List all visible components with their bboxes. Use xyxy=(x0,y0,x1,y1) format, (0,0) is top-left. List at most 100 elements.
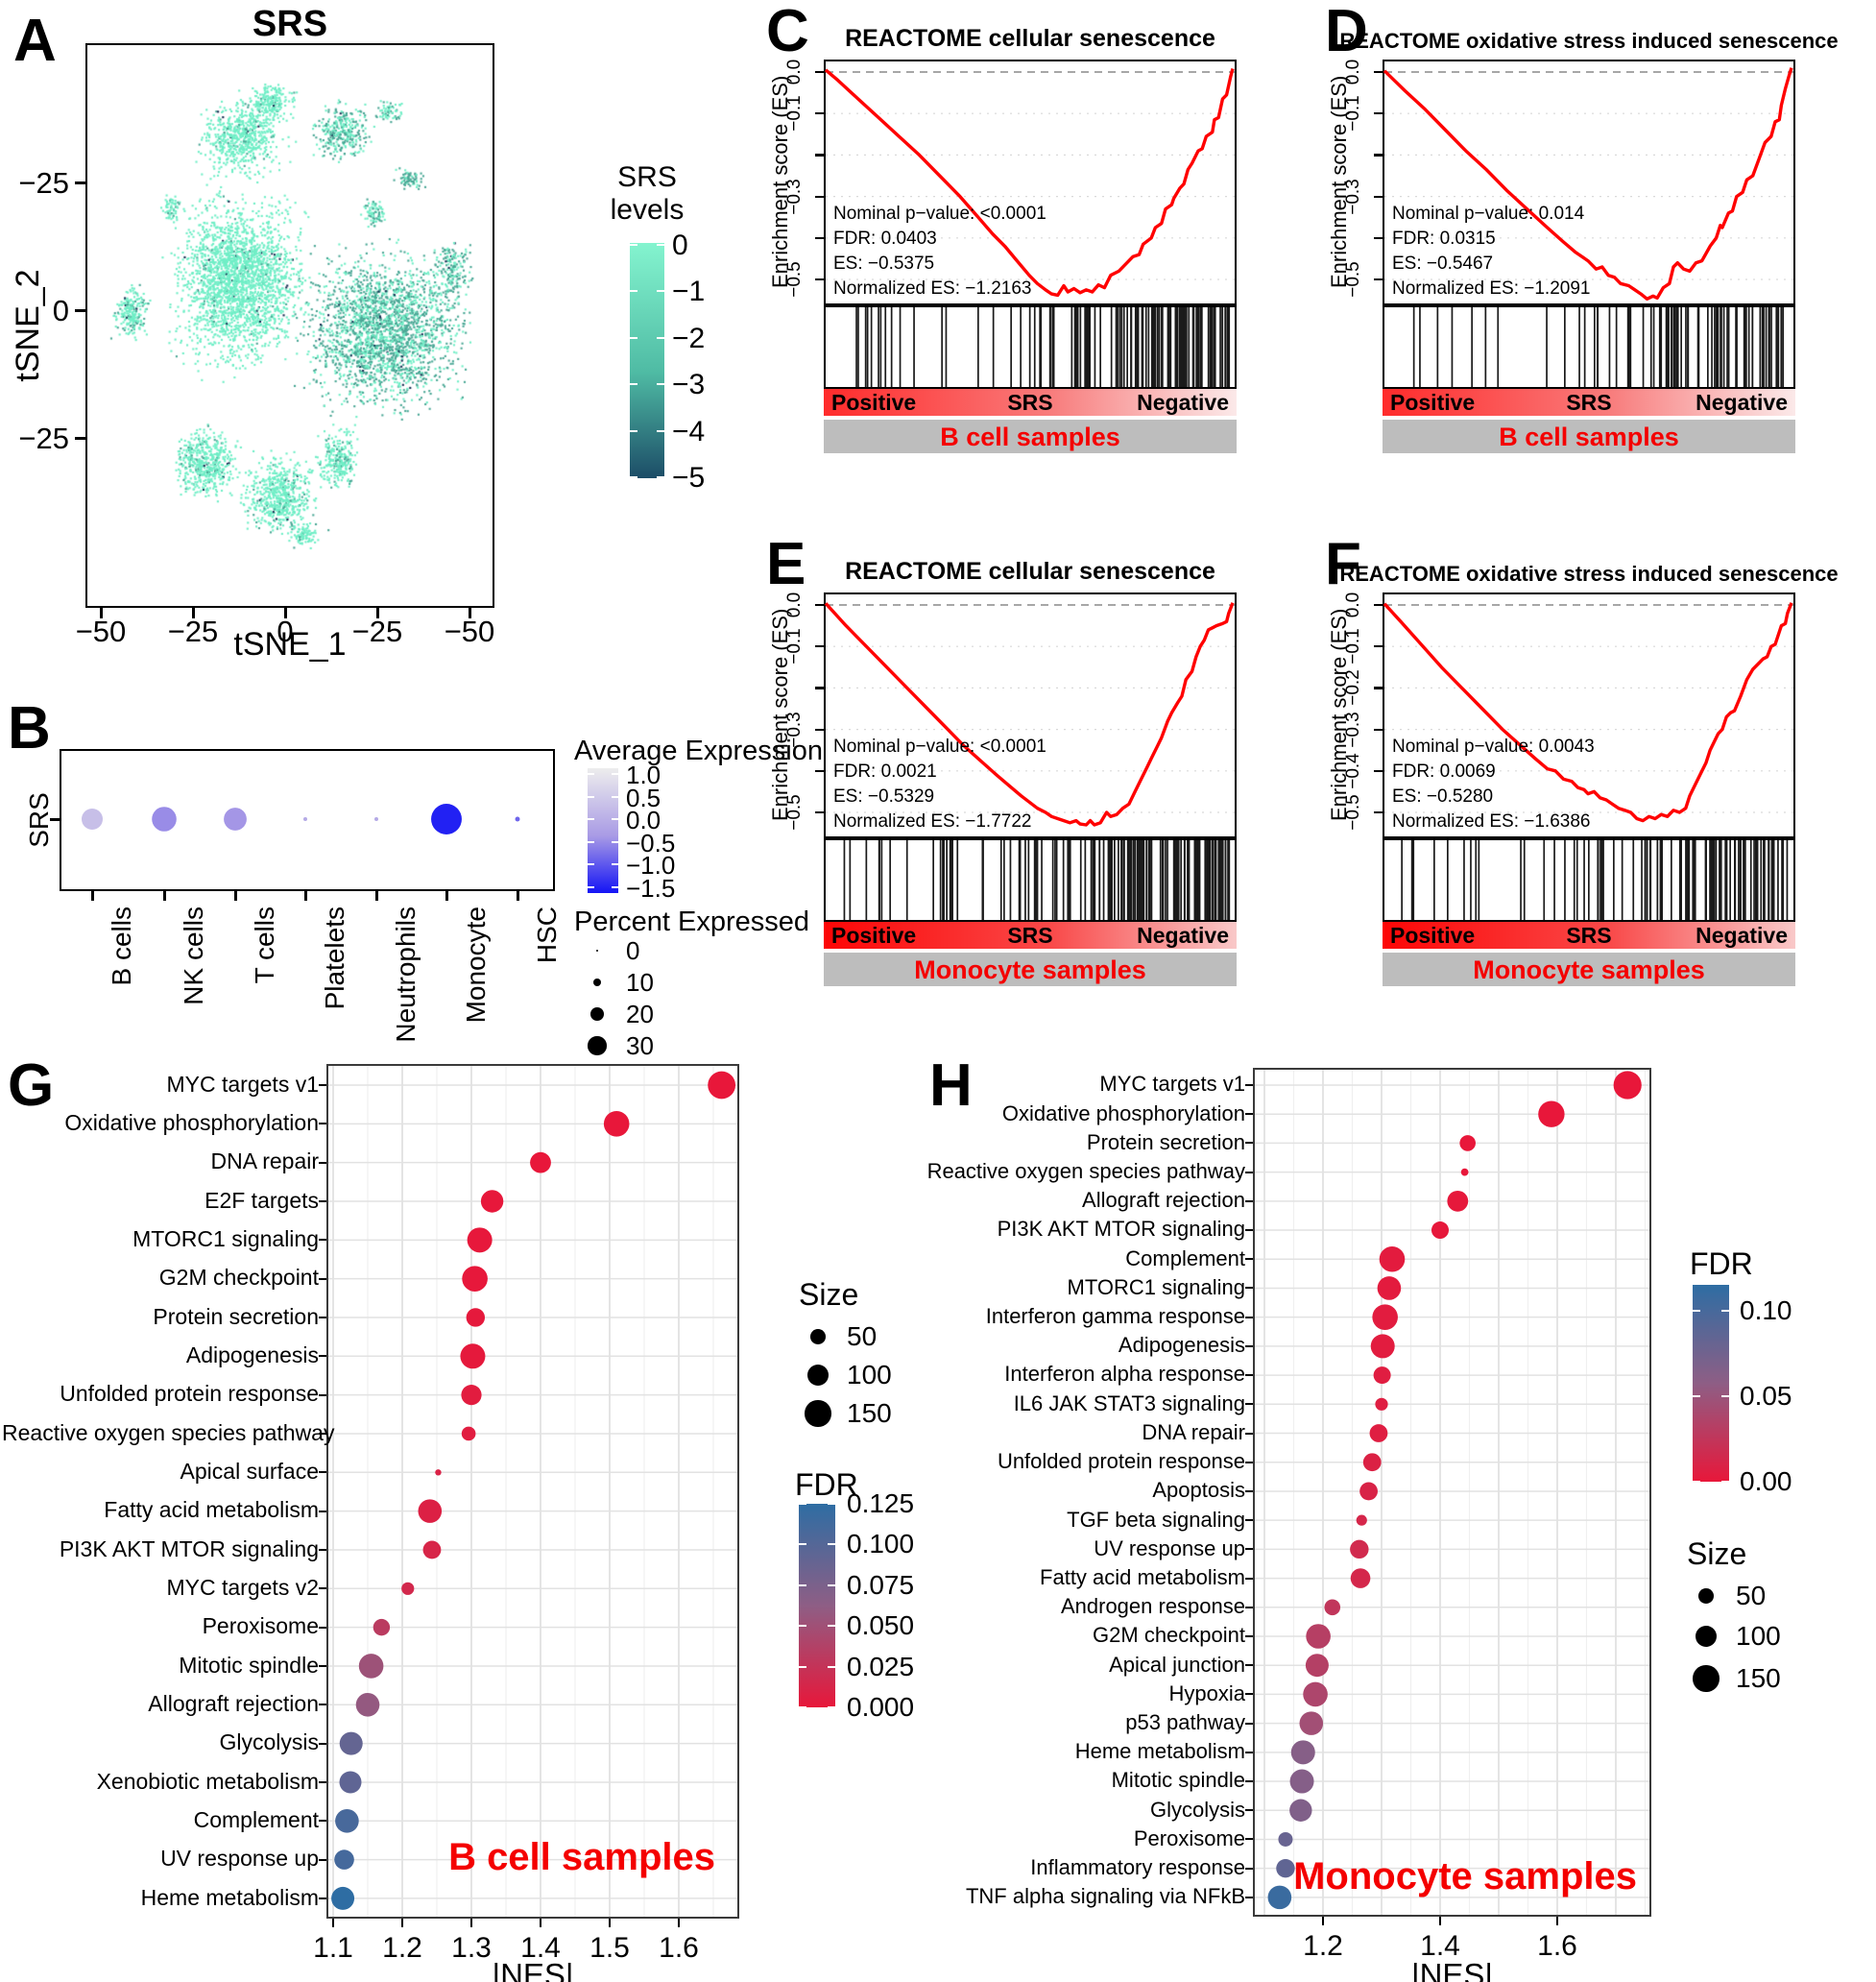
avg-expression-tick xyxy=(588,773,594,775)
bubble-pathway-label: MYC targets v2 xyxy=(166,1575,320,1601)
bubble-pathway-label: Complement xyxy=(193,1807,319,1832)
tsne-x-tick xyxy=(284,608,287,618)
dotplot-category-label: T cells xyxy=(250,906,279,984)
bubble-x-tick-label: 1.6 xyxy=(1537,1930,1577,1962)
tsne-x-tick-label: −25 xyxy=(167,615,219,648)
bubble-dot xyxy=(373,1618,391,1636)
bubble-pathway-label: Unfolded protein response xyxy=(60,1381,319,1407)
bubble-pathway-label: Glycolysis xyxy=(219,1729,319,1755)
bubble-dot xyxy=(1431,1221,1449,1240)
bubble-x-tick xyxy=(678,1919,680,1927)
panel-gsea-bcell-oxidative: REACTOME oxidative stress induced senesc… xyxy=(1317,0,1876,533)
bubble-x-tick-label: 1.5 xyxy=(589,1932,630,1964)
bubble-fdr-tick xyxy=(1693,1394,1700,1397)
avg-expression-tick-label: −1.5 xyxy=(626,873,676,903)
bubble-fdr-tick xyxy=(828,1543,835,1546)
bubble-pathway-label: Heme metabolism xyxy=(1074,1739,1245,1764)
bubble-size-legend-label: 100 xyxy=(847,1360,892,1390)
bubble-pathway-label: Allograft rejection xyxy=(1082,1188,1245,1213)
avg-expression-tick xyxy=(588,840,594,843)
gsea-plot-box xyxy=(824,592,1237,838)
bubble-pathway-label: PI3K AKT MTOR signaling xyxy=(997,1217,1245,1242)
dotplot-x-tick xyxy=(445,891,448,901)
gsea-y-tick xyxy=(1374,604,1383,607)
bubble-size-legend-label: 50 xyxy=(847,1321,878,1351)
gsea-stat-line: FDR: 0.0069 xyxy=(1392,761,1496,782)
bubble-dot xyxy=(1289,1799,1312,1822)
bubble-dot xyxy=(435,1469,442,1476)
gsea-stat-line: ES: −0.5467 xyxy=(1392,254,1494,274)
panel-letter-c: C xyxy=(766,0,809,64)
bubble-y-tick xyxy=(319,1742,326,1745)
panel-letter-f: F xyxy=(1325,531,1361,597)
bubble-pathway-label: UV response up xyxy=(1094,1535,1245,1560)
bubble-y-tick xyxy=(1245,1751,1253,1753)
gsea-y-tick xyxy=(815,195,824,198)
bubble-dot xyxy=(1324,1599,1341,1616)
bubble-fdr-tick xyxy=(799,1583,806,1586)
dotplot-x-tick xyxy=(304,891,307,901)
bubble-y-tick xyxy=(1245,1519,1253,1522)
bubble-y-tick xyxy=(319,1858,326,1861)
gsea-stat-line: Normalized ES: −1.2163 xyxy=(833,278,1032,299)
dotplot-category-label: NK cells xyxy=(179,906,208,1005)
bubble-pathway-label: Glycolysis xyxy=(1149,1797,1245,1822)
bubble-fdr-tick-label: 0.100 xyxy=(847,1529,915,1559)
gsea-plot-box xyxy=(824,60,1237,305)
bubble-dot xyxy=(339,1731,363,1755)
bubble-fdr-tick xyxy=(799,1706,806,1708)
bubble-y-tick xyxy=(1245,1344,1253,1347)
bubble-fdr-tick xyxy=(828,1665,835,1668)
bubble-pathway-label: Interferon alpha response xyxy=(1004,1362,1245,1387)
gsea-y-tick-label: −0.5 xyxy=(1343,261,1363,298)
bubble-y-tick xyxy=(1245,1461,1253,1463)
percent-expressed-dot xyxy=(592,978,602,987)
bubble-x-tick-label: 1.2 xyxy=(1303,1930,1343,1962)
bubble-dot xyxy=(1299,1711,1324,1735)
gsea-y-tick xyxy=(815,112,824,115)
bubble-dot xyxy=(1375,1397,1388,1411)
gsea-sample-label: B cell samples xyxy=(940,423,1120,451)
gsea-y-tick xyxy=(1374,687,1383,689)
bubble-y-tick xyxy=(319,1432,326,1435)
bubble-fdr-tick xyxy=(799,1543,806,1546)
bubble-y-tick xyxy=(319,1897,326,1899)
bubble-y-tick xyxy=(1245,1489,1253,1492)
bubble-y-tick xyxy=(1245,1229,1253,1232)
tsne-x-tick xyxy=(100,608,103,618)
tsne-x-tick-label: 0 xyxy=(277,615,294,648)
bubble-pathway-label: TNF alpha signaling via NFkB xyxy=(965,1884,1245,1909)
gsea-rank-label-positive: Positive xyxy=(831,923,917,948)
tsne-y-tick-label: −25 xyxy=(18,422,69,455)
bubble-y-tick xyxy=(1245,1577,1253,1580)
tsne-colorbar-tick xyxy=(630,429,637,432)
avg-expression-legend-title: Average Expression xyxy=(574,736,824,766)
bubble-fdr-tick-label: 0.10 xyxy=(1740,1294,1792,1325)
bubble-x-tick-label: 1.3 xyxy=(451,1932,492,1964)
bubble-dot xyxy=(1460,1168,1469,1176)
gsea-es-curve xyxy=(1383,67,1793,302)
bubble-y-tick xyxy=(1245,1838,1253,1841)
bubble-pathway-label: Interferon gamma response xyxy=(985,1304,1245,1329)
gsea-rank-bar: Positive SRS Negative xyxy=(1383,389,1795,416)
gsea-y-tick-label: −0.1 xyxy=(784,628,805,665)
bubble-x-tick xyxy=(1556,1917,1558,1925)
gsea-sample-bar: B cell samples xyxy=(1383,420,1795,453)
bubble-pathway-label: Unfolded protein response xyxy=(997,1449,1245,1474)
bubble-fdr-tick xyxy=(828,1706,835,1708)
bubble-y-tick xyxy=(319,1704,326,1706)
bubble-x-tick xyxy=(540,1919,541,1927)
bubble-size-legend-dot xyxy=(1695,1625,1718,1648)
bubble-fdr-tick xyxy=(1721,1394,1729,1397)
bubble-dot xyxy=(1290,1740,1315,1765)
bubble-dot xyxy=(339,1771,362,1794)
avg-expression-tick-label: −1.0 xyxy=(626,851,676,880)
dotplot-dot-neutrophils xyxy=(374,817,378,821)
bubble-dot xyxy=(1278,1831,1293,1847)
bubble-pathway-label: G2M checkpoint xyxy=(1093,1623,1245,1648)
tsne-x-tick xyxy=(469,608,471,618)
bubble-dot xyxy=(358,1654,384,1679)
tsne-y-tick xyxy=(75,181,85,184)
gsea-rank-label-negative: Negative xyxy=(1696,390,1788,415)
bubble-dot xyxy=(1377,1276,1402,1300)
